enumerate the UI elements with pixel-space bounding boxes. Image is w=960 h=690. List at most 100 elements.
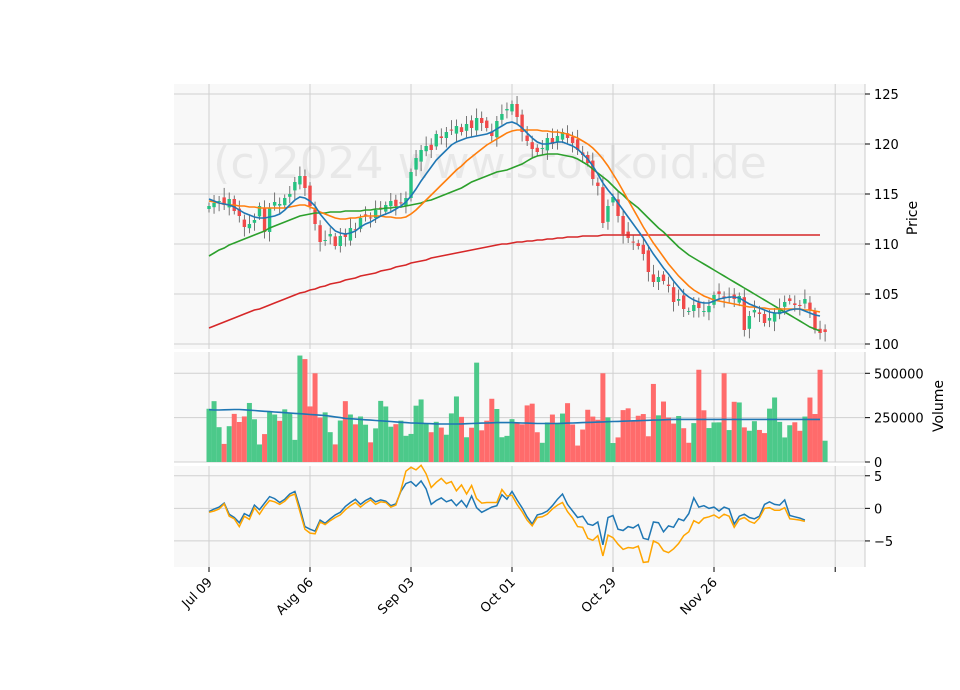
candle [252, 220, 257, 223]
indicator-tick-label: 5 [874, 470, 882, 485]
volume-bar [282, 409, 288, 462]
price-tick-label: 110 [874, 238, 899, 253]
candle [636, 243, 640, 246]
candle [520, 114, 524, 132]
volume-bar [231, 413, 237, 462]
volume-bar [413, 405, 419, 462]
candle [757, 312, 762, 314]
volume-tick-label: 250000 [874, 412, 924, 427]
candle [687, 311, 691, 312]
candle [777, 308, 782, 315]
volume-bar [297, 355, 303, 462]
candle [348, 228, 353, 241]
volume-bar [307, 406, 313, 462]
price-tick-label: 120 [874, 138, 899, 153]
candle [813, 311, 817, 330]
candle [747, 316, 752, 329]
candle [530, 142, 534, 149]
price-tick-label: 100 [874, 338, 899, 353]
candle [767, 318, 772, 321]
volume-bar [398, 420, 404, 462]
volume-bar [474, 362, 480, 462]
candle [570, 136, 575, 143]
candle [313, 209, 317, 224]
candle [808, 302, 812, 310]
price-axis-label: Price [905, 201, 921, 235]
volume-bar [671, 423, 677, 462]
candle [409, 172, 413, 198]
volume-tick-label: 500000 [874, 367, 924, 382]
volume-bar [459, 416, 464, 462]
volume-bar [716, 422, 722, 462]
indicator-tick-label: 0 [874, 502, 882, 517]
volume-bar [236, 422, 242, 462]
volume-bar [746, 430, 752, 462]
volume-bar [807, 397, 813, 462]
candle [474, 118, 479, 131]
volume-bar [661, 401, 666, 462]
candle [343, 233, 348, 237]
candle [742, 297, 746, 330]
candle [692, 305, 696, 311]
volume-bar [726, 430, 732, 462]
volume-bar [756, 429, 762, 462]
candle [631, 241, 635, 243]
volume-bar [251, 419, 257, 462]
candle [368, 217, 373, 219]
volume-bar [787, 425, 793, 462]
volume-bar [762, 433, 767, 462]
candle [490, 131, 494, 136]
candle [671, 287, 676, 302]
candle [641, 244, 645, 254]
volume-bar [246, 402, 252, 462]
candle [500, 114, 504, 120]
volume-bar [317, 417, 323, 462]
volume-bar [257, 444, 262, 462]
volume-bar [686, 442, 692, 462]
candle [272, 202, 277, 206]
volume-bar [332, 444, 338, 462]
volume-bar [751, 421, 757, 462]
candle [666, 284, 671, 286]
candle [510, 104, 514, 112]
candle [596, 182, 600, 186]
volume-bar [423, 423, 429, 462]
candle [717, 291, 721, 294]
volume-bar [554, 422, 560, 462]
candle [283, 198, 287, 206]
candle [298, 176, 302, 185]
candle [293, 182, 297, 191]
candle [676, 299, 681, 301]
candle [621, 216, 625, 234]
candle [237, 208, 241, 216]
volume-bar [211, 401, 217, 462]
volume-bar [358, 416, 363, 462]
volume-bar [630, 421, 636, 462]
volume-bar [489, 398, 495, 462]
candle [247, 224, 252, 229]
volume-bar [772, 397, 778, 462]
volume-bar [479, 430, 485, 462]
volume-bar [433, 421, 439, 462]
candle [788, 298, 792, 301]
volume-bar [549, 414, 555, 462]
candle [449, 129, 454, 131]
candle [535, 147, 539, 152]
volume-bar [216, 427, 222, 462]
candle [697, 302, 701, 308]
volume-bar [570, 424, 576, 462]
indicator-panel [208, 464, 806, 564]
candle [207, 206, 211, 209]
volume-bar [767, 408, 773, 462]
candle [707, 306, 711, 313]
volume-bar [590, 416, 596, 462]
volume-bar [403, 435, 409, 462]
indicator-line-1 [208, 479, 806, 545]
volume-bar [408, 433, 414, 462]
volume-bar [378, 400, 384, 462]
volume-bar [736, 402, 742, 462]
volume-bar [226, 426, 232, 462]
watermark: (c)2024 www.stockoid.de [213, 138, 767, 189]
volume-bar [645, 436, 651, 462]
volume-bar [544, 422, 550, 462]
